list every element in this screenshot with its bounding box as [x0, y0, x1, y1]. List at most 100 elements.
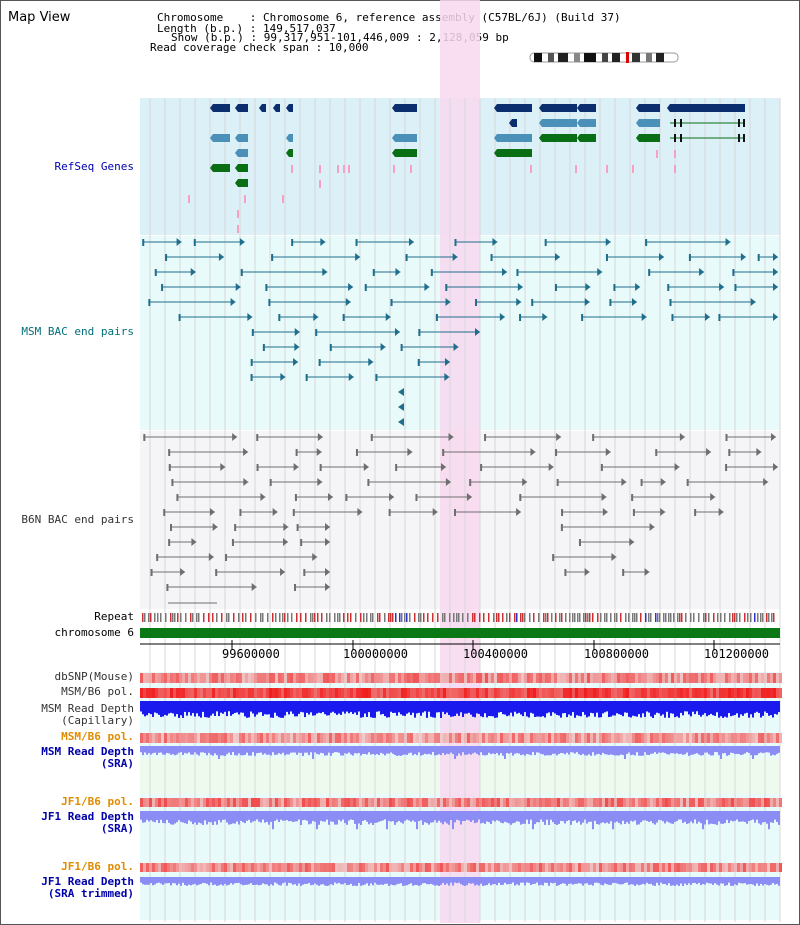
repeat-element: [757, 613, 759, 622]
track-label-jf1-pol-1[interactable]: JF1/B6 pol.: [61, 795, 134, 808]
jf1-pol-strip: [170, 863, 173, 872]
repeat-element: [262, 613, 264, 622]
msm-pol-strip: [767, 688, 770, 698]
jf1-pol-strip: [392, 798, 395, 807]
msm-pol-strip: [731, 688, 734, 698]
repeat-element: [456, 613, 458, 622]
msm-sra-depth-bar: [626, 746, 628, 755]
track-label-jf1-depth-trim[interactable]: JF1 Read Depth: [41, 875, 134, 888]
msm-sra-depth-bar: [776, 746, 778, 754]
dbsnp-strip: [293, 673, 296, 683]
track-label-jf1-depth-sra[interactable]: JF1 Read Depth: [41, 810, 134, 823]
jf1-pol-strip: [539, 798, 542, 807]
jf1-trim-depth-bar: [748, 877, 750, 885]
msm-capillary-depth-bar: [392, 701, 394, 713]
dbsnp-strip: [266, 673, 269, 683]
selection-highlight[interactable]: [440, 0, 480, 923]
jf1-pol-strip: [731, 863, 734, 872]
msm-sra-depth-bar: [628, 746, 630, 753]
jf1-trim-depth-bar: [386, 877, 388, 884]
msm-sra-depth-bar: [640, 746, 642, 756]
jf1-sra-depth-bar: [168, 811, 170, 823]
dbsnp-strip: [419, 673, 422, 683]
msm-sra-depth-bar: [308, 746, 310, 756]
msm-capillary-depth-bar: [690, 701, 692, 717]
jf1-sra-depth-bar: [410, 811, 412, 822]
msm-pol-strip: [302, 688, 305, 698]
msm-pol-strip: [770, 733, 773, 743]
jf1-sra-depth-bar: [778, 811, 780, 825]
msm-capillary-depth-bar: [416, 701, 418, 714]
track-label-dbsnp[interactable]: dbSNP(Mouse): [54, 670, 134, 683]
msm-capillary-depth-bar: [594, 701, 596, 717]
repeat-element: [663, 613, 665, 622]
msm-sra-depth-bar: [772, 746, 774, 755]
msm-pol-strip: [758, 688, 761, 698]
dbsnp-strip: [560, 673, 563, 683]
msm-capillary-depth-bar: [526, 701, 528, 717]
msm-capillary-depth-bar: [688, 701, 690, 715]
jf1-pol-strip: [305, 798, 308, 807]
dbsnp-strip: [314, 673, 317, 683]
msm-sra-depth-bar: [750, 746, 752, 756]
repeat-element: [458, 613, 460, 622]
msm-sra-depth-bar: [292, 746, 294, 753]
b6n-bac-pair-arrow: [516, 508, 522, 516]
msm-pol-strip: [275, 688, 278, 698]
repeat-element: [174, 613, 176, 622]
msm-capillary-depth-bar: [360, 701, 362, 718]
msm-capillary-depth-bar: [402, 701, 404, 716]
msm-sra-depth-bar: [512, 746, 514, 756]
track-label-msm-bac[interactable]: MSM BAC end pairs: [21, 325, 134, 338]
track-label-jf1-pol-2[interactable]: JF1/B6 pol.: [61, 860, 134, 873]
msm-pol-strip: [338, 688, 341, 698]
track-label-msm-depth-sra[interactable]: MSM Read Depth: [41, 745, 134, 758]
msm-pol-strip: [551, 688, 554, 698]
jf1-pol-strip: [722, 863, 725, 872]
jf1-pol-strip: [575, 863, 578, 872]
msm-pol-strip: [722, 733, 725, 743]
msm-bac-pair-end: [390, 299, 393, 306]
chromosome-ideogram[interactable]: [528, 52, 682, 64]
dbsnp-strip: [617, 673, 620, 683]
msm-sra-depth-bar: [468, 746, 470, 754]
jf1-sra-depth-bar: [328, 811, 330, 825]
track-label-msm-depth-capillary[interactable]: MSM Read Depth: [0, 703, 134, 715]
msm-capillary-depth-bar: [438, 701, 440, 713]
jf1-trim-depth-bar: [214, 877, 216, 885]
msm-pol-strip: [737, 733, 740, 743]
gene-strand-arrow: [259, 104, 262, 112]
jf1-sra-depth-bar: [538, 811, 540, 823]
msm-capillary-depth-bar: [368, 701, 370, 713]
page-title: Map View: [8, 10, 71, 25]
jf1-pol-strip: [461, 798, 464, 807]
jf1-pol-strip: [659, 863, 662, 872]
jf1-trim-depth-bar: [670, 877, 672, 886]
msm-capillary-depth-bar: [314, 701, 316, 716]
track-label-b6n-bac[interactable]: B6N BAC end pairs: [21, 513, 134, 526]
repeat-element: [238, 613, 240, 622]
dbsnp-strip: [308, 673, 311, 683]
msm-pol-strip: [359, 688, 362, 698]
msm-capillary-depth-bar: [576, 701, 578, 716]
jf1-trim-depth-bar: [626, 877, 628, 883]
jf1-sra-depth-bar: [744, 811, 746, 822]
jf1-trim-depth-bar: [714, 877, 716, 884]
dbsnp-strip: [413, 673, 416, 683]
jf1-sra-depth-bar: [150, 811, 152, 821]
msm-pol-strip: [212, 733, 215, 743]
msm-pol-strip: [647, 733, 650, 743]
msm-capillary-depth-bar: [684, 701, 686, 712]
msm-capillary-depth-bar: [566, 701, 568, 718]
msm-sra-depth-bar: [168, 746, 170, 754]
jf1-pol-strip: [710, 863, 713, 872]
track-label-msm-b6-pol-1[interactable]: MSM/B6 pol.: [61, 685, 134, 698]
track-label-msm-b6-pol-2[interactable]: MSM/B6 pol.: [61, 730, 134, 743]
jf1-trim-depth-bar: [260, 877, 262, 885]
jf1-sra-depth-bar: [668, 811, 670, 823]
jf1-pol-strip: [590, 863, 593, 872]
jf1-trim-depth-bar: [274, 877, 276, 883]
track-label-refseq[interactable]: RefSeq Genes: [54, 160, 134, 173]
msm-sra-depth-bar: [266, 746, 268, 755]
jf1-pol-strip: [341, 863, 344, 872]
